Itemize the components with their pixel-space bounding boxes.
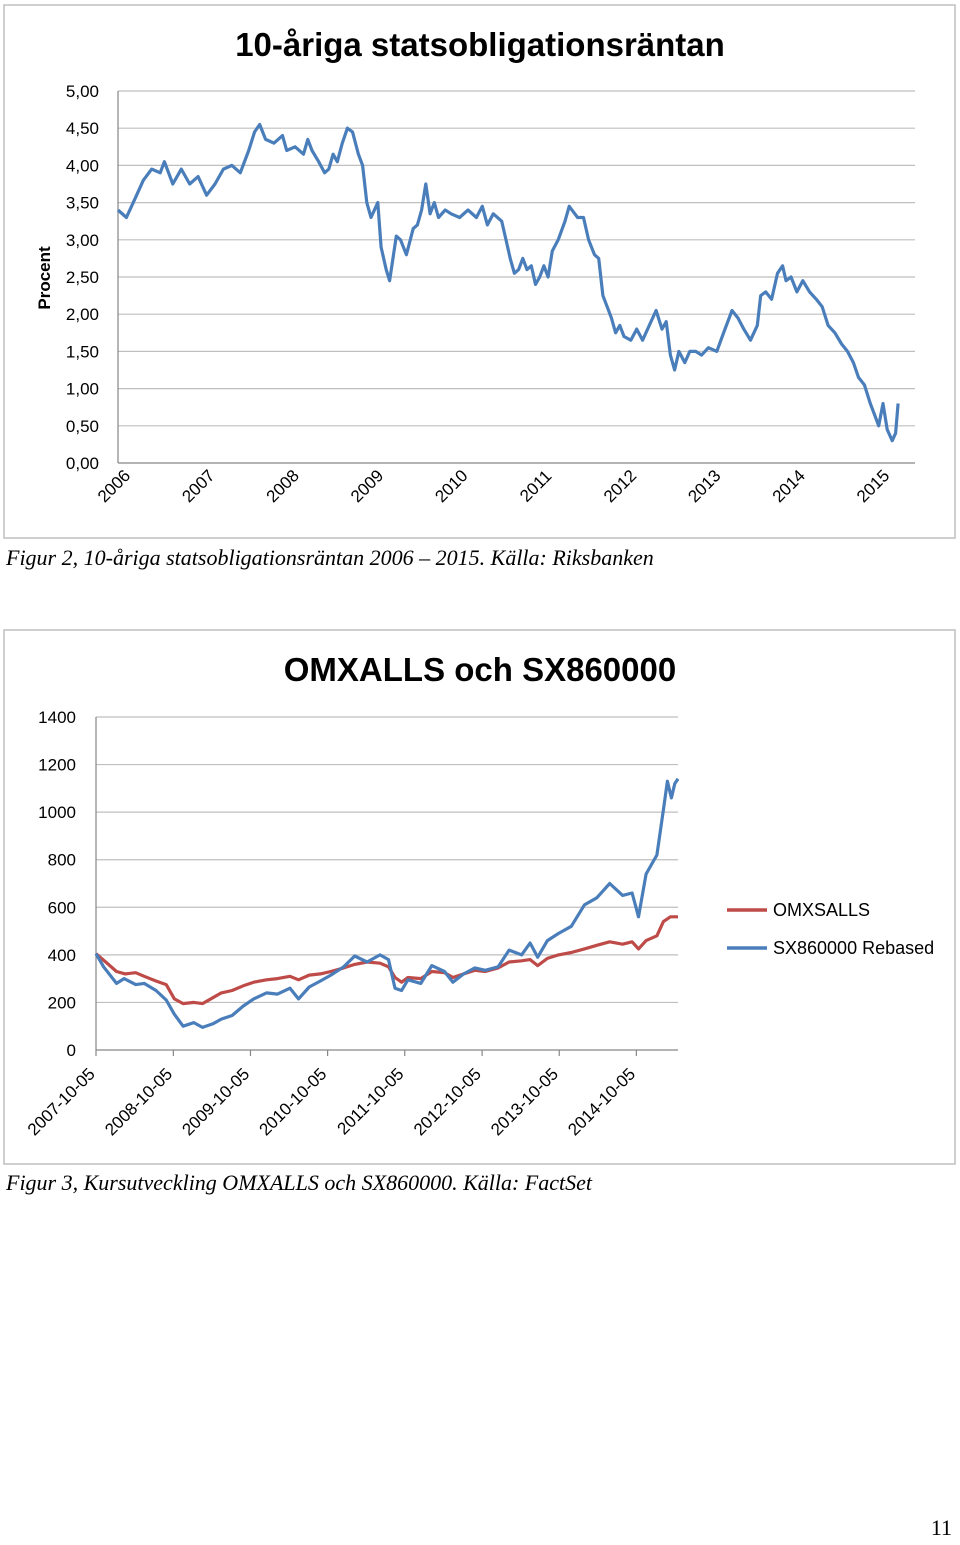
chart1-title: 10-åriga statsobligationsräntan [235, 26, 725, 63]
chart1-y-tick-label: 5,00 [66, 82, 99, 101]
chart2-legend: OMXSALLS SX860000 Rebased [727, 900, 934, 958]
chart2-series [94, 777, 680, 1029]
chart2-gridlines [95, 716, 678, 1051]
chart2-y-tick-label: 600 [48, 898, 76, 917]
chart2-series-line-1 [94, 777, 680, 1029]
chart1-y-tick-label: 4,50 [66, 119, 99, 138]
figure3-caption: Figur 3, Kursutveckling OMXALLS och SX86… [6, 1170, 592, 1195]
chart1-y-tick-label: 3,00 [66, 231, 99, 250]
chart2-y-tick-label: 1000 [38, 803, 76, 822]
chart2-y-tick-label: 1200 [38, 756, 76, 775]
chart1-y-axis-label: Procent [35, 246, 54, 310]
chart2-legend-label: SX860000 Rebased [773, 938, 934, 958]
chart1-y-tick-label: 2,50 [66, 268, 99, 287]
chart2-frame [3, 629, 956, 1165]
chart1-y-tick-label: 1,50 [66, 342, 99, 361]
chart1-y-tick-label: 4,00 [66, 156, 99, 175]
chart1-y-tick-label: 3,50 [66, 194, 99, 213]
chart2-title: OMXALLS och SX860000 [284, 651, 676, 688]
chart2-y-ticks: 0 200 400 600 800 1000 1200 1400 [38, 708, 76, 1060]
chart2-y-tick-label: 400 [48, 946, 76, 965]
chart1-series [116, 122, 900, 443]
chart1-y-tick-label: 1,00 [66, 380, 99, 399]
chart1-y-tick-label: 0,00 [66, 454, 99, 473]
chart1-y-tick-label: 2,00 [66, 305, 99, 324]
figure2-caption: Figur 2, 10-åriga statsobligationsräntan… [6, 545, 654, 570]
chart2-y-tick-label: 0 [67, 1041, 76, 1060]
chart2-y-tick-label: 800 [48, 851, 76, 870]
chart1-y-tick-label: 0,50 [66, 417, 99, 436]
chart2-y-tick-label: 200 [48, 993, 76, 1012]
chart1-gridlines [117, 90, 915, 464]
chart1-y-ticks: 0,00 0,50 1,00 1,50 2,00 2,50 3,00 3,50 4,00 4,50… [66, 82, 99, 473]
chart1-series-line-0 [116, 122, 900, 443]
page-number: 11 [930, 1515, 952, 1540]
chart2-legend-label: OMXSALLS [773, 900, 870, 920]
chart1-frame [3, 4, 956, 539]
chart2-y-tick-label: 1400 [38, 708, 76, 727]
